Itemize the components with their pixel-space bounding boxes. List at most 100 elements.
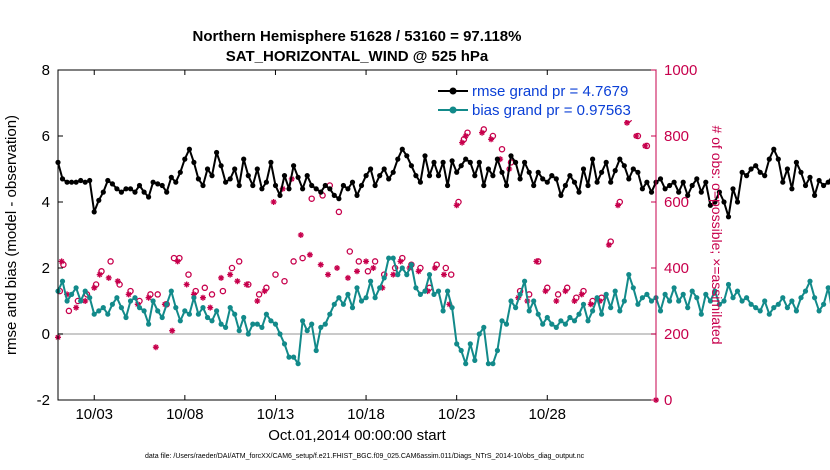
rmse-data-point <box>390 169 396 175</box>
rmse-data-point <box>336 196 342 202</box>
obs-possible-marker <box>433 261 440 268</box>
obs-possible-marker <box>147 291 154 298</box>
x-tick-label: 10/28 <box>528 406 566 423</box>
rmse-data-point <box>526 169 532 175</box>
obs-assimilated-marker <box>614 202 621 209</box>
bias-data-point <box>345 291 351 297</box>
rmse-data-point <box>639 186 646 192</box>
obs-assimilated-marker <box>459 139 466 146</box>
bias-data-point <box>191 295 197 301</box>
bias-data-point <box>780 295 786 301</box>
bias-data-point <box>816 308 822 314</box>
y-tick-label: 2 <box>42 260 50 277</box>
y-tick-label: 6 <box>42 128 50 145</box>
bias-data-point <box>576 311 582 317</box>
rmse-data-point <box>182 156 188 162</box>
bias-data-point <box>766 311 772 317</box>
bias-data-point <box>250 321 256 327</box>
rmse-data-point <box>223 179 229 185</box>
rmse-data-point <box>168 174 174 180</box>
bias-data-point <box>526 308 532 314</box>
rmse-data-point <box>109 181 115 187</box>
bias-data-point <box>744 295 750 301</box>
bias-data-point <box>599 311 605 317</box>
rmse-data-point <box>635 169 641 175</box>
rmse-data-point <box>141 189 147 195</box>
rmse-data-point <box>757 169 763 175</box>
bias-data-point <box>399 265 405 271</box>
rmse-data-point <box>241 156 247 162</box>
rmse-data-point <box>286 186 292 192</box>
bias-data-point <box>721 298 727 304</box>
bias-data-point <box>789 298 795 304</box>
bias-data-point <box>603 291 609 297</box>
x-tick-label: 10/08 <box>166 406 204 423</box>
obs-possible-marker <box>263 284 270 292</box>
bias-data-point <box>630 285 636 291</box>
rmse-data-point <box>381 166 387 172</box>
bias-data-point <box>100 305 106 311</box>
obs-assimilated-marker <box>440 271 447 278</box>
rmse-data-point <box>784 166 791 172</box>
bias-data-point <box>73 285 79 291</box>
rmse-data-point <box>608 179 614 185</box>
bias-data-point <box>671 285 677 291</box>
rmse-data-point <box>531 182 537 189</box>
bias-data-point <box>517 291 523 297</box>
obs-assimilated-marker <box>379 284 386 291</box>
obs-assimilated-marker <box>190 291 197 298</box>
obs-assimilated-marker <box>397 258 404 265</box>
bias-data-point <box>295 361 301 367</box>
rmse-data-point <box>372 182 378 189</box>
bias-data-point <box>78 298 84 304</box>
rmse-data-point <box>780 179 786 185</box>
rmse-data-point <box>281 173 288 179</box>
y-tick-label: -2 <box>37 392 50 409</box>
legend-bias-marker <box>449 106 457 114</box>
bias-data-point <box>127 298 134 304</box>
rmse-data-point <box>753 163 759 169</box>
rmse-data-point <box>191 159 197 165</box>
rmse-data-point <box>413 173 419 179</box>
bias-data-point <box>567 314 573 321</box>
obs-assimilated-marker <box>306 251 313 258</box>
rmse-data-point <box>73 179 79 185</box>
rmse-data-point <box>481 182 487 189</box>
bias-data-point <box>445 288 451 294</box>
rmse-data-point <box>716 189 723 195</box>
rmse-data-point <box>349 179 356 185</box>
rmse-data-point <box>771 146 777 152</box>
obs-possible-marker <box>573 294 580 301</box>
bias-data-point <box>218 321 224 327</box>
bias-data-point <box>164 301 170 307</box>
rmse-data-point <box>689 182 695 189</box>
rmse-data-point <box>209 173 215 179</box>
rmse-data-point <box>621 163 627 169</box>
obs-assimilated-marker <box>105 274 112 281</box>
rmse-data-point <box>327 186 333 192</box>
rmse-data-point <box>345 186 351 192</box>
bias-data-point <box>562 321 569 327</box>
rmse-data-point <box>825 179 830 185</box>
bias-data-point <box>146 321 152 327</box>
bias-data-point <box>150 298 156 304</box>
obs-assimilated-marker <box>453 202 460 209</box>
bias-data-point <box>82 288 88 294</box>
rmse-data-point <box>417 179 423 185</box>
rmse-data-point <box>368 166 374 172</box>
obs-assimilated-marker <box>218 274 225 281</box>
rmse-data-point <box>549 173 555 179</box>
rmse-data-point <box>123 186 129 192</box>
rmse-data-point <box>245 173 251 179</box>
rmse-data-point <box>721 199 727 205</box>
rmse-data-point <box>105 177 111 184</box>
bias-data-point <box>549 321 555 327</box>
rmse-data-point <box>463 156 469 162</box>
bias-data-point <box>540 321 546 327</box>
bias-data-point <box>590 308 596 314</box>
bias-data-point <box>358 298 365 304</box>
rmse-data-point <box>173 179 179 185</box>
bias-data-point <box>703 291 709 297</box>
rmse-data-point <box>91 209 97 215</box>
bias-data-point <box>245 331 251 337</box>
